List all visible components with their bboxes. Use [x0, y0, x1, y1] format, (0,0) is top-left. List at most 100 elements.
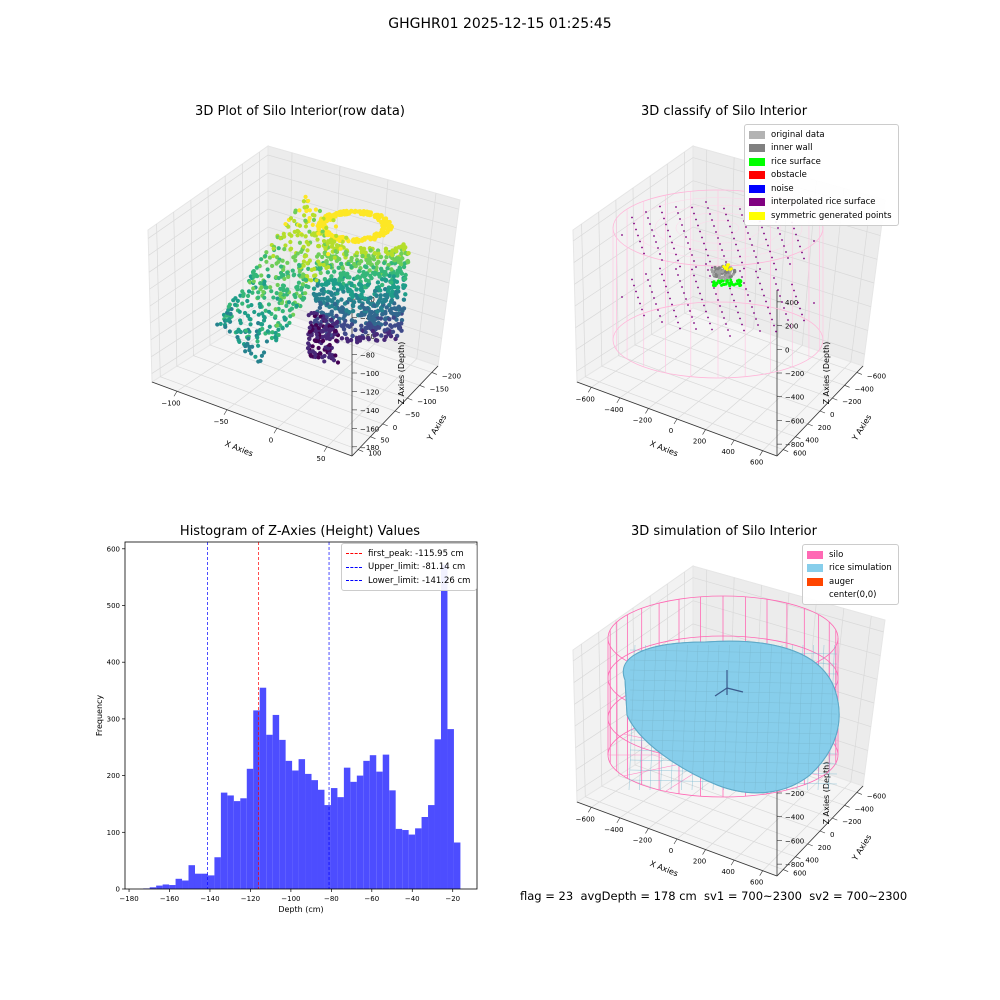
- p4-xtick-label: 600: [750, 879, 763, 885]
- p1-ztick-label: −100: [360, 370, 379, 378]
- p2-point: [713, 284, 717, 288]
- p2-point: [655, 303, 657, 305]
- p1-point: [269, 289, 274, 294]
- p1-point: [327, 304, 332, 309]
- p1-point: [315, 283, 320, 288]
- p2-xtick-label: 600: [750, 459, 763, 467]
- p1-point: [367, 268, 372, 273]
- p1-point: [258, 281, 263, 286]
- p2-grid-y: [632, 187, 821, 412]
- p1-point: [304, 273, 310, 279]
- p1-point: [279, 264, 284, 269]
- p1-point: [274, 291, 279, 296]
- p1-ztick-label: −160: [360, 425, 379, 433]
- p1-point: [262, 279, 267, 284]
- p2-grid-x: [705, 180, 817, 430]
- p1-point: [319, 218, 324, 223]
- p2-point: [637, 296, 639, 299]
- p2-point: [717, 276, 722, 280]
- p3-xtick-label: −60: [364, 895, 379, 903]
- p1-point: [399, 317, 405, 323]
- p3-hist-bar: [227, 795, 234, 889]
- p2-tick-y: [807, 423, 813, 427]
- p1-point: [316, 355, 321, 360]
- p2-point: [691, 206, 693, 209]
- p1-point: [318, 302, 323, 307]
- p4-rice-mesh: [702, 644, 709, 791]
- p1-point: [310, 222, 315, 227]
- p1-point: [393, 306, 399, 312]
- p2-point: [673, 247, 675, 250]
- p1-point: [366, 336, 371, 342]
- p2-point: [712, 273, 716, 277]
- p1-point: [307, 325, 312, 330]
- p1-point: [390, 329, 396, 335]
- p2-point: [681, 286, 683, 288]
- p3-hist-bar: [428, 805, 435, 889]
- p1-tick-y: [419, 385, 425, 388]
- p1-point: [291, 273, 296, 278]
- p2-point: [661, 211, 663, 214]
- p1-point: [380, 312, 385, 317]
- p3-hist-bar: [337, 797, 344, 889]
- p1-point: [333, 249, 338, 254]
- p1-point: [338, 246, 343, 251]
- p4-rice-mesh: [775, 644, 783, 791]
- p1-point: [307, 329, 312, 334]
- legend-swatch: [749, 130, 765, 139]
- p1-point: [245, 298, 250, 304]
- p1-point: [378, 254, 384, 260]
- p2-point: [691, 254, 693, 256]
- p2-grid-z: [574, 203, 878, 285]
- p1-point: [302, 205, 307, 210]
- p2-point: [711, 266, 713, 269]
- p1-point: [337, 278, 342, 283]
- p1-point: [372, 288, 378, 294]
- p1-point: [363, 330, 368, 335]
- p1-point: [338, 271, 343, 276]
- p2-point: [751, 244, 753, 246]
- p1-point: [258, 358, 263, 364]
- p3-hist-bar: [149, 887, 157, 889]
- p1-point: [261, 314, 267, 319]
- p2-point: [795, 233, 797, 236]
- p2-grid-x: [619, 157, 735, 399]
- p2-point: [727, 329, 729, 331]
- p1-point: [383, 246, 389, 251]
- p1-point: [281, 283, 287, 288]
- p1-point: [251, 279, 256, 284]
- p2-point: [737, 311, 739, 314]
- p1-point: [278, 297, 283, 303]
- p2-tick-x: [759, 450, 763, 456]
- p3-hist-bar: [440, 564, 448, 889]
- p2-point: [683, 230, 685, 232]
- p1-point: [247, 280, 253, 285]
- p2-point: [733, 237, 735, 240]
- p2-tick-y: [856, 372, 862, 375]
- p4-tick-x: [759, 870, 763, 876]
- p2-point: [745, 288, 747, 290]
- p1-point: [401, 242, 406, 247]
- p1-point: [392, 258, 397, 263]
- p1-point: [361, 335, 366, 341]
- p4-rice-mesh: [629, 739, 838, 745]
- p1-point: [237, 339, 242, 345]
- p2-point: [705, 310, 707, 313]
- p4-rice-mesh: [828, 644, 835, 791]
- p2-tick-x: [616, 397, 621, 404]
- p2-point: [783, 245, 785, 247]
- p1-point: [303, 194, 308, 199]
- status-footer: flag = 23 avgDepth = 178 cm sv1 = 700~23…: [520, 889, 908, 903]
- p1-point: [346, 296, 352, 302]
- p1-point: [287, 232, 292, 237]
- p1-point: [324, 259, 329, 264]
- p4-zlabel: Z Axies (Depth): [822, 762, 831, 825]
- p1-point: [309, 333, 314, 338]
- p2-point: [663, 217, 665, 220]
- p1-point: [303, 218, 308, 223]
- p1-point: [341, 316, 346, 321]
- p1-point: [316, 243, 322, 249]
- p2-grid-x: [733, 188, 845, 441]
- p1-point: [255, 339, 260, 344]
- p1-point: [394, 279, 400, 285]
